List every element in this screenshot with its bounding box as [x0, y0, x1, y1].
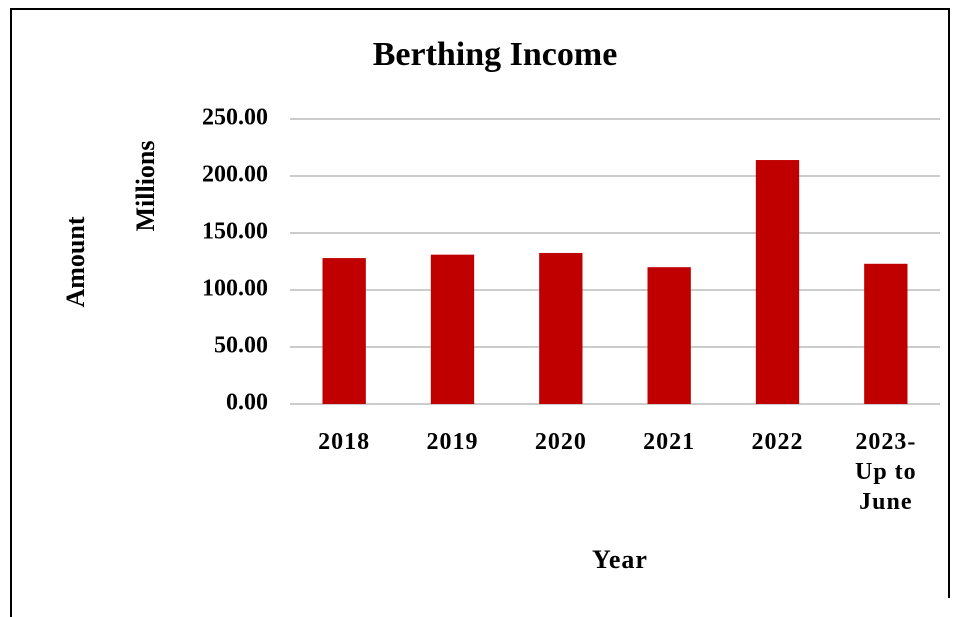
y-tick-label: 200.00	[202, 162, 268, 188]
y-tick-label: 0.00	[226, 390, 268, 416]
bar	[864, 263, 908, 404]
x-tick-label: 2023-Up to June	[854, 429, 917, 515]
x-tick-label: 2019	[426, 429, 479, 455]
bar	[322, 258, 366, 404]
x-tick-label: 2018	[318, 429, 371, 455]
x-tick-label: 2021	[643, 429, 696, 455]
y-tick-label: 100.00	[202, 276, 268, 302]
frame	[10, 8, 950, 617]
y-tick-label: 150.00	[202, 219, 268, 245]
y-tick-label: 250.00	[202, 105, 268, 131]
x-tick-label: 2022	[751, 429, 804, 455]
y-axis-units: Millions	[131, 140, 160, 231]
x-axis-label: Year	[592, 545, 648, 574]
x-tick-label: 2020	[534, 429, 587, 455]
chart-title: Berthing Income	[373, 36, 618, 73]
bar	[755, 160, 800, 404]
y-tick-label: 50.00	[214, 333, 268, 359]
bar	[430, 254, 475, 404]
bar	[539, 252, 583, 404]
y-axis-label: Amount	[61, 216, 90, 307]
bar	[647, 267, 691, 404]
